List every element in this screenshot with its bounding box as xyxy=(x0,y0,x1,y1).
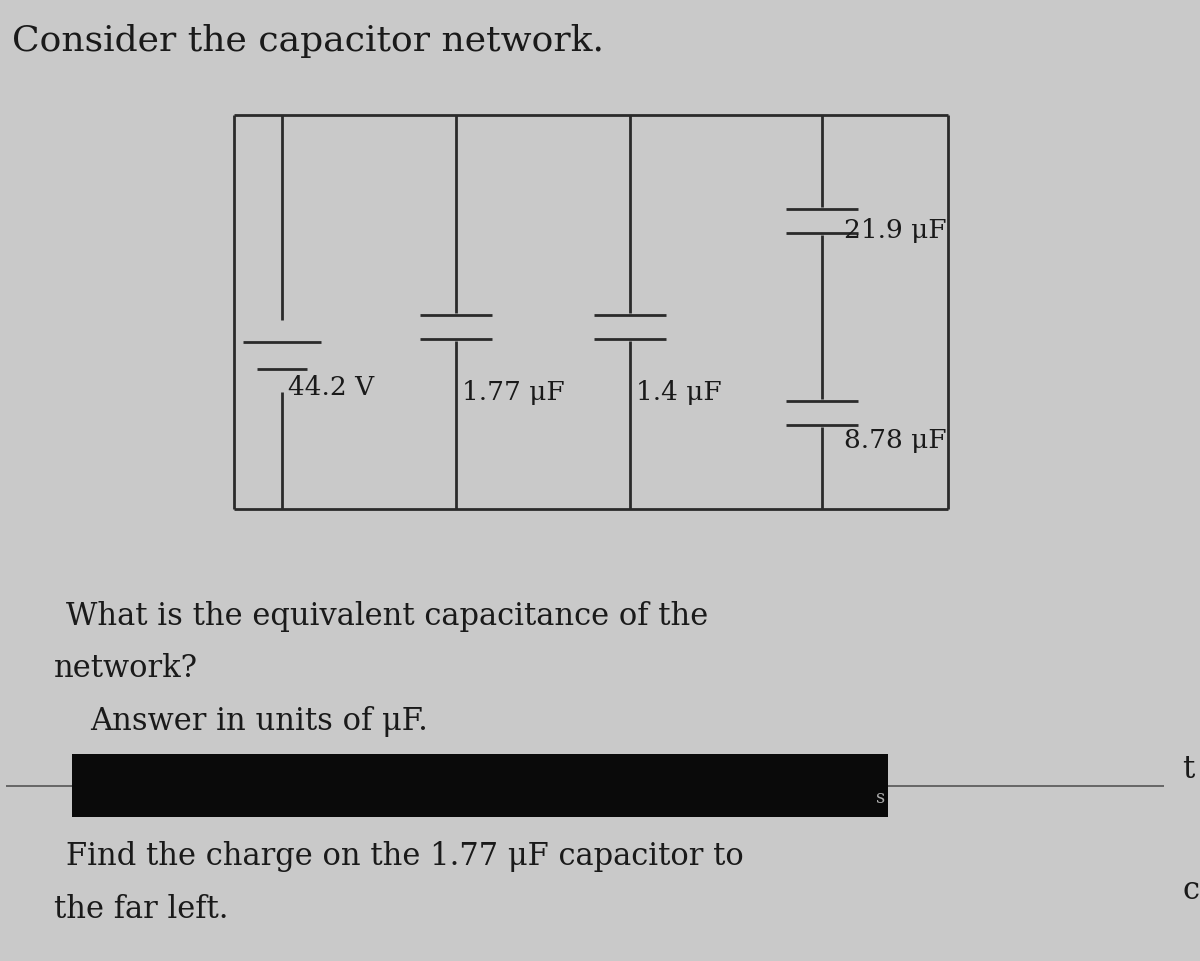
Text: 1.77 μF: 1.77 μF xyxy=(462,380,565,405)
Text: Find the charge on the 1.77 μF capacitor to: Find the charge on the 1.77 μF capacitor… xyxy=(66,841,744,872)
Text: Answer in units of μF.: Answer in units of μF. xyxy=(90,706,428,737)
Text: 1.4 μF: 1.4 μF xyxy=(636,380,721,405)
Text: Consider the capacitor network.: Consider the capacitor network. xyxy=(12,24,604,58)
Text: 21.9 μF: 21.9 μF xyxy=(844,218,947,243)
Text: t: t xyxy=(1182,754,1194,785)
Text: s: s xyxy=(876,789,886,807)
Text: What is the equivalent capacitance of the: What is the equivalent capacitance of th… xyxy=(66,601,708,631)
Text: network?: network? xyxy=(54,653,198,684)
Text: c: c xyxy=(1182,875,1199,905)
Bar xyxy=(72,754,888,817)
Text: the far left.: the far left. xyxy=(54,894,228,924)
Text: 8.78 μF: 8.78 μF xyxy=(844,428,947,453)
Text: 44.2 V: 44.2 V xyxy=(288,375,374,400)
